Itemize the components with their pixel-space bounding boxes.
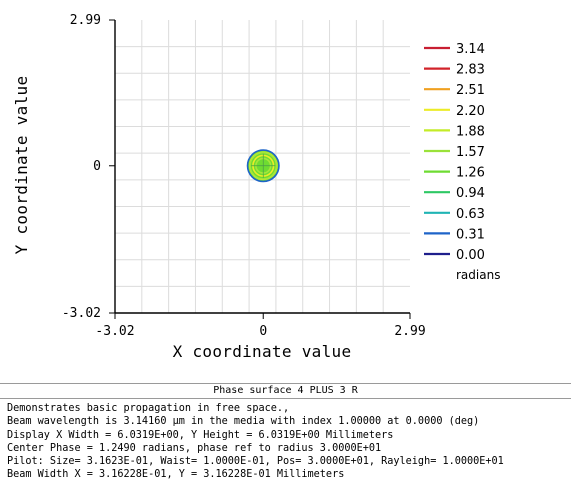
phase-surface-title: Phase surface 4 PLUS 3 R [213,385,358,396]
colorbar-level-label: 2.83 [456,63,485,78]
x-tick-label: -3.02 [95,324,134,339]
x-tick-label: 0 [259,324,267,339]
y-axis-title: Y coordinate value [12,76,31,255]
colorbar-level-label: 1.26 [456,166,485,181]
phase-colorbar: 3.14 2.83 2.51 2.20 1.88 1.57 1.26 0.94 0.63 0.31… [424,42,485,263]
colorbar-level-label: 0.31 [456,227,485,242]
colorbar-level-label: 1.88 [456,124,485,139]
phase-contour [249,151,278,180]
tick-labels: -3.02 0 2.99 2.99 0 -3.02 [62,13,426,339]
x-axis-title: X coordinate value [173,342,352,361]
panel-title-divider [0,398,571,399]
colorbar-level-label: 1.57 [456,145,485,160]
colorbar-level-label: 0.63 [456,207,485,222]
colorbar-level-label: 0.94 [456,186,485,201]
colorbar-level-label: 0.00 [456,248,485,263]
colorbar-level-label: 2.51 [456,83,485,98]
colorbar-level-label: 3.14 [456,42,485,57]
phase-surface-plot: -3.02 0 2.992.990-3.02 X coordinate value … [12,13,500,361]
panel-top-divider [0,383,571,384]
y-tick-label: 0 [93,159,101,174]
beam-info-line: Display X Width = 6.0319E+00, Y Height =… [7,429,394,441]
beam-info-line: Pilot: Size= 3.1623E-01, Waist= 1.0000E-… [7,456,504,468]
beam-phase-spot [246,149,280,183]
y-tick-label: 2.99 [70,13,101,28]
colorbar-unit-label: radians [456,268,500,282]
beam-info-line: Beam wavelength is 3.14160 μm in the med… [7,416,480,428]
beam-info-line: Beam Width X = 3.16228E-01, Y = 3.16228E… [7,469,345,481]
plot-axes [109,19,411,319]
grid-lines [115,20,410,313]
x-tick-label: 2.99 [394,324,425,339]
beam-info-line: Center Phase = 1.2490 radians, phase ref… [7,442,382,454]
y-tick-label: -3.02 [62,306,101,321]
beam-info-line: Demonstrates basic propagation in free s… [7,403,290,414]
colorbar-level-label: 2.20 [456,104,485,119]
beam-info-text: Demonstrates basic propagation in free s… [7,402,567,482]
